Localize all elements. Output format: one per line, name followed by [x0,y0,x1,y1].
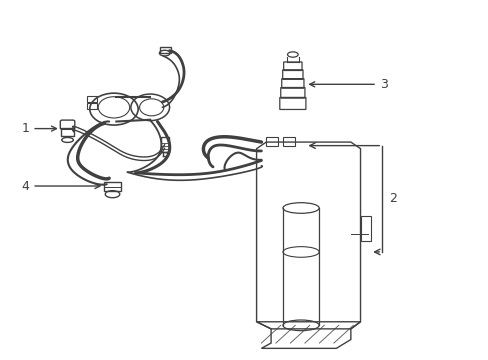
Bar [360,216,370,241]
Bar [283,137,295,145]
Text: 1: 1 [21,122,56,135]
Bar [87,96,97,102]
Bar [87,103,97,109]
Bar [265,137,278,145]
Bar [161,138,168,152]
Text: 3: 3 [309,78,387,91]
Bar [160,48,170,53]
Bar [104,182,121,191]
Text: 4: 4 [21,180,100,193]
Bar [61,128,74,136]
Text: 2: 2 [389,192,397,205]
